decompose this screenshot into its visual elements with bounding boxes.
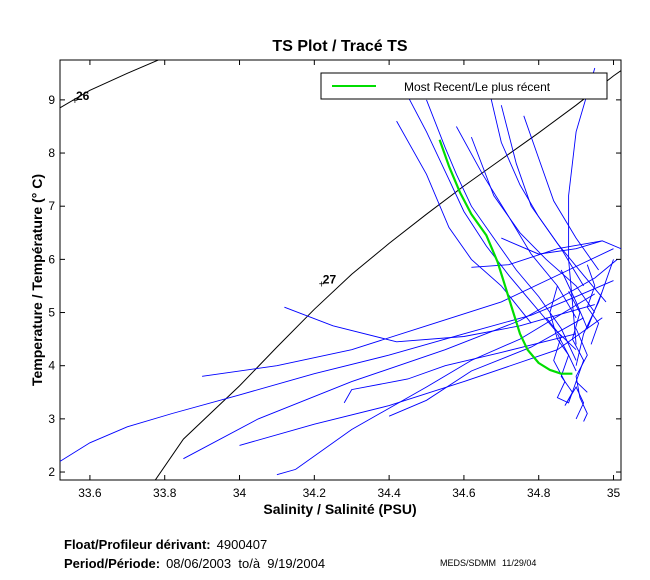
series-profile <box>60 280 614 462</box>
credit-line: MEDS/SDMM 11/29/04 <box>440 558 536 568</box>
isopycnal-26 <box>60 60 160 109</box>
y-tick-label: 2 <box>48 465 55 479</box>
x-tick-label: 33.8 <box>153 486 177 500</box>
y-tick-label: 7 <box>48 199 55 213</box>
series-profile <box>545 317 577 404</box>
float-label: Float/Profileur dérivant: <box>64 537 211 552</box>
series-most-recent <box>438 139 573 375</box>
series-profile <box>471 240 621 268</box>
chart-title: TS Plot / Tracé TS <box>272 38 407 55</box>
credit-date: 11/29/04 <box>502 558 537 568</box>
isopycnal-marker: + <box>319 279 325 290</box>
series-profile <box>183 259 618 460</box>
y-axis-label: Temperature / Température (° C) <box>29 174 45 386</box>
isopycnal-label: 26 <box>76 89 90 103</box>
series-profile <box>284 304 595 343</box>
series-profile <box>500 105 607 303</box>
series-profile <box>549 285 577 372</box>
series-profile <box>568 67 596 345</box>
isopycnal-marker: + <box>72 96 78 107</box>
x-tick-label: 34.4 <box>377 486 401 500</box>
y-tick-label: 4 <box>48 359 55 373</box>
series-profile <box>403 88 577 351</box>
series-profile <box>239 317 603 446</box>
series-profile <box>560 259 614 366</box>
x-tick-label: 34.2 <box>303 486 327 500</box>
float-value: 4900407 <box>216 537 268 552</box>
series-profile <box>202 248 614 377</box>
x-tick-label: 35 <box>607 486 621 500</box>
y-tick-label: 6 <box>48 252 55 266</box>
credit-org: MEDS/SDMM <box>440 558 496 568</box>
float-id-row: Float/Profileur dérivant: 4900407 <box>64 537 267 552</box>
period-label: Period/Période: <box>64 556 161 571</box>
plot-area <box>59 59 622 481</box>
series-profile <box>276 293 596 476</box>
isopycnal-label-layer: +26+27 <box>72 89 337 290</box>
isopycnal-label: 27 <box>323 272 337 286</box>
x-axis-label: Salinity / Salinité (PSU) <box>263 501 416 517</box>
series-profile <box>568 291 588 393</box>
series-profile <box>426 99 577 361</box>
series-profile <box>557 333 585 420</box>
y-tick-label: 9 <box>48 93 55 107</box>
series-profile <box>523 115 599 271</box>
recent-layer <box>438 139 573 375</box>
x-tick-label: 34 <box>233 486 247 500</box>
x-tick-label: 34.6 <box>452 486 476 500</box>
isopycnal-layer <box>60 60 621 480</box>
profile-layer <box>60 67 621 476</box>
series-profile <box>456 126 577 319</box>
y-tick-label: 8 <box>48 146 55 160</box>
series-profile <box>470 136 596 313</box>
x-tick-label: 34.8 <box>527 486 551 500</box>
series-profile <box>343 333 577 404</box>
period-row: Period/Période: 08/06/2003 to/à 9/19/2004 <box>64 556 325 571</box>
legend-label-most-recent: Most Recent/Le plus récent <box>404 80 551 94</box>
series-profile <box>575 328 588 422</box>
period-value: 08/06/2003 to/à 9/19/2004 <box>166 556 326 571</box>
series-profile <box>388 317 584 417</box>
isopycnal-27 <box>154 69 621 480</box>
legend-box <box>320 72 608 100</box>
x-tick-label: 33.6 <box>78 486 102 500</box>
y-tick-label: 3 <box>48 412 55 426</box>
series-profile <box>586 264 600 345</box>
legend: Most Recent/Le plus récent <box>320 72 608 100</box>
series-profile <box>501 237 603 255</box>
y-tick-label: 5 <box>48 306 55 320</box>
